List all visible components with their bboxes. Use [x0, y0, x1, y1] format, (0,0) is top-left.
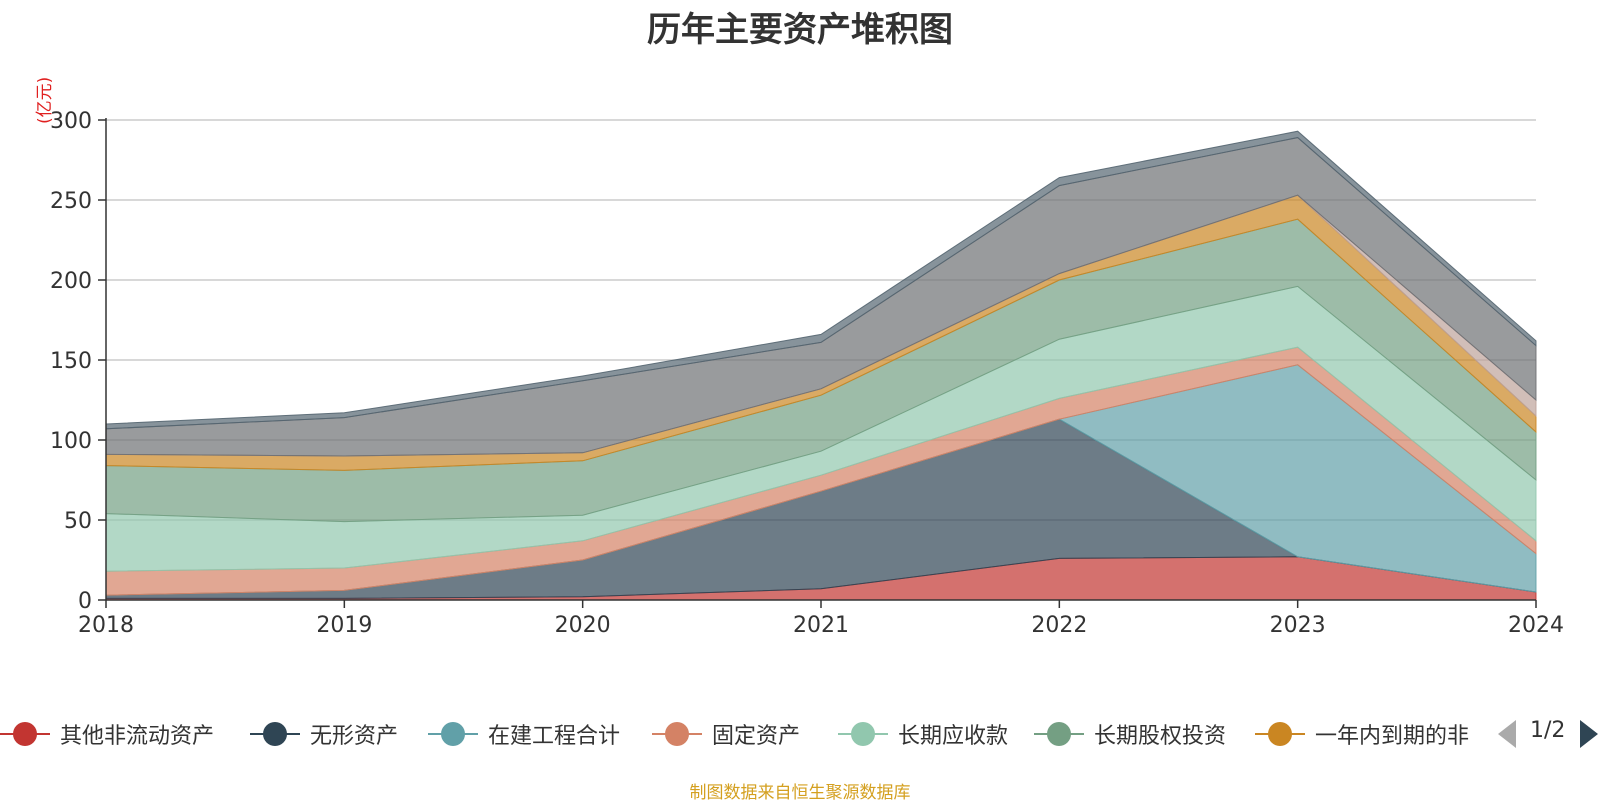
y-tick-label: 200 [50, 269, 92, 294]
legend-label: 其他非流动资产 [60, 724, 215, 749]
stacked-area-chart: 0 50 100 150 200 250 300 2018 2019 2020 2021 2022 20… [50, 109, 1564, 638]
legend-swatch-icon [250, 719, 300, 749]
legend-swatch-icon [1034, 719, 1084, 749]
legend-label: 长期应收款 [898, 724, 1009, 749]
legend-item[interactable]: 长期应收款 [838, 712, 1008, 756]
y-tick-label: 50 [64, 509, 92, 534]
y-tick-label: 100 [50, 429, 92, 454]
x-tick-label: 2023 [1270, 613, 1326, 638]
x-tick-label: 2022 [1031, 613, 1087, 638]
legend-item[interactable]: 固定资产 [652, 712, 800, 756]
legend-label: 无形资产 [310, 724, 399, 749]
legend-item[interactable]: 无形资产 [250, 712, 398, 756]
area-series-9[interactable] [105, 130, 1537, 430]
source-note: 制图数据来自恒生聚源数据库 [689, 783, 911, 803]
legend-item[interactable]: 在建工程合计 [428, 712, 620, 756]
y-tick-label: 0 [78, 589, 92, 614]
x-tick-label: 2019 [316, 613, 372, 638]
legend-swatch-icon [428, 719, 478, 749]
x-tick-label: 2021 [793, 613, 849, 638]
legend-next-page-icon[interactable] [1580, 720, 1598, 748]
y-tick-label: 250 [50, 189, 92, 214]
legend-label: 长期股权投资 [1094, 724, 1227, 749]
legend-label: 一年内到期的非 [1315, 724, 1470, 749]
legend-page-indicator: 1/2 [1530, 718, 1566, 743]
legend-swatch-icon [838, 719, 888, 749]
x-tick-label: 2024 [1508, 613, 1564, 638]
legend-item[interactable]: 一年内到期的非 [1255, 712, 1469, 756]
legend-swatch-icon [652, 719, 702, 749]
legend-swatch-icon [0, 719, 50, 749]
chart-title: 历年主要资产堆积图 [647, 10, 953, 50]
legend-item[interactable]: 长期股权投资 [1034, 712, 1226, 756]
x-tick-label: 2018 [78, 613, 134, 638]
legend-prev-page-icon[interactable] [1498, 720, 1516, 748]
y-tick-label: 300 [50, 109, 92, 134]
legend-item[interactable]: 其他非流动资产 [0, 712, 214, 756]
legend-label: 固定资产 [712, 724, 801, 749]
legend-label: 在建工程合计 [488, 724, 621, 749]
y-tick-label: 150 [50, 349, 92, 374]
legend-swatch-icon [1255, 719, 1305, 749]
x-tick-label: 2020 [555, 613, 611, 638]
legend: 其他非流动资产 无形资产 在建工程合计 固定资产 长期应收款 长期股权投资 一年内到期的非 [0, 712, 1600, 756]
